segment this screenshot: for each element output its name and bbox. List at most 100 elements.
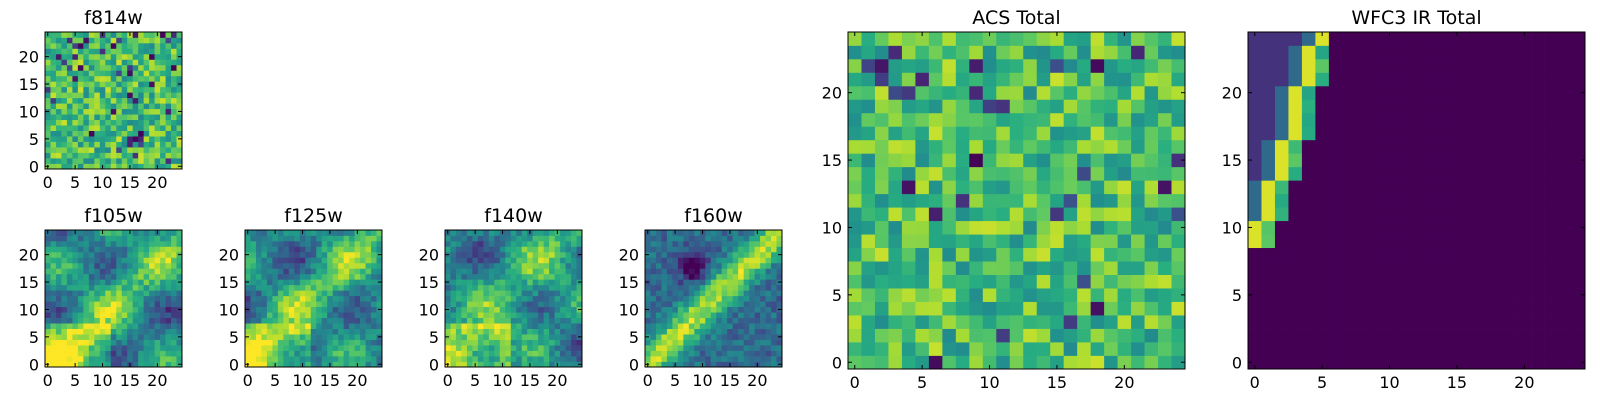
- cell-f105w: [116, 262, 123, 269]
- cell-acs_total: [848, 342, 862, 356]
- cell-wfc3_ir_total: [1490, 342, 1505, 356]
- cell-acs_total: [901, 234, 916, 249]
- cell-f105w: [143, 284, 150, 291]
- cell-f140w: [516, 251, 523, 258]
- cell-f814w: [50, 42, 57, 49]
- cell-wfc3_ir_total: [1342, 193, 1357, 208]
- cell-wfc3_ir_total: [1261, 301, 1276, 316]
- cell-acs_total: [1077, 112, 1091, 127]
- y-tick-label: 10: [19, 102, 39, 121]
- cell-f814w: [83, 37, 90, 44]
- cell-f140w: [445, 268, 451, 275]
- cell-f140w: [488, 350, 495, 357]
- cell-f105w: [149, 345, 155, 351]
- cell-f140w: [455, 312, 462, 319]
- cell-f125w: [310, 334, 317, 340]
- cell-f140w: [499, 323, 506, 329]
- cell-acs_total: [1104, 126, 1118, 141]
- cell-f105w: [110, 356, 117, 362]
- cell-f125w: [266, 273, 273, 280]
- cell-wfc3_ir_total: [1315, 153, 1330, 168]
- cell-f140w: [560, 257, 566, 264]
- cell-f160w: [683, 361, 690, 368]
- cell-f140w: [571, 328, 577, 335]
- cell-f814w: [45, 130, 51, 137]
- cell-acs_total: [1063, 166, 1078, 181]
- cell-f140w: [483, 328, 490, 335]
- cell-f160w: [760, 350, 766, 357]
- cell-acs_total: [928, 247, 943, 262]
- cell-wfc3_ir_total: [1409, 139, 1424, 154]
- cell-f140w: [477, 339, 484, 346]
- cell-f140w: [532, 230, 539, 236]
- cell-acs_total: [969, 261, 984, 275]
- cell-f160w: [765, 268, 772, 275]
- cell-f140w: [466, 339, 473, 346]
- cell-f160w: [688, 235, 695, 242]
- cell-f140w: [505, 257, 512, 264]
- cell-f125w: [316, 356, 323, 362]
- cell-f125w: [283, 334, 290, 340]
- cell-acs_total: [1036, 247, 1051, 262]
- cell-f814w: [127, 97, 134, 104]
- cell-f140w: [466, 317, 473, 324]
- cell-f140w: [565, 356, 572, 362]
- cell-f125w: [371, 290, 377, 297]
- cell-f105w: [88, 356, 95, 362]
- cell-f105w: [143, 279, 150, 286]
- cell-f140w: [554, 268, 561, 275]
- cell-f105w: [176, 323, 183, 329]
- panel-title: f105w: [84, 205, 143, 227]
- cell-f160w: [666, 290, 673, 297]
- cell-f125w: [288, 284, 295, 291]
- cell-f814w: [55, 119, 62, 126]
- cell-f814w: [50, 70, 57, 77]
- cell-f105w: [72, 317, 79, 324]
- cell-f140w: [527, 306, 534, 313]
- cell-acs_total: [969, 315, 984, 329]
- panel-title: ACS Total: [972, 7, 1060, 29]
- cell-acs_total: [928, 207, 943, 222]
- cell-f105w: [72, 262, 79, 269]
- cell-wfc3_ir_total: [1423, 342, 1438, 356]
- cell-f125w: [327, 295, 334, 302]
- cell-f160w: [677, 240, 684, 247]
- cell-f105w: [154, 323, 161, 329]
- cell-wfc3_ir_total: [1315, 355, 1330, 370]
- cell-wfc3_ir_total: [1409, 112, 1424, 127]
- cell-wfc3_ir_total: [1477, 301, 1491, 316]
- cell-f814w: [149, 92, 155, 99]
- cell-f160w: [776, 350, 783, 357]
- cell-wfc3_ir_total: [1436, 274, 1451, 289]
- cell-f105w: [77, 345, 84, 351]
- cell-f814w: [105, 119, 112, 126]
- cell-f125w: [343, 323, 350, 329]
- cell-f125w: [371, 301, 377, 308]
- cell-f160w: [771, 235, 777, 242]
- cell-f160w: [732, 230, 739, 236]
- cell-acs_total: [1023, 85, 1038, 100]
- cell-f814w: [132, 136, 139, 142]
- cell-f105w: [121, 328, 128, 335]
- cell-f105w: [72, 345, 79, 351]
- cell-f160w: [672, 356, 679, 362]
- cell-f814w: [132, 48, 139, 55]
- cell-f814w: [55, 59, 62, 66]
- cell-f105w: [88, 290, 95, 297]
- cell-f160w: [694, 334, 701, 340]
- cell-acs_total: [1171, 247, 1186, 262]
- cell-acs_total: [1090, 207, 1105, 222]
- cell-f105w: [132, 262, 139, 269]
- cell-f160w: [688, 345, 695, 351]
- cell-f140w: [521, 268, 528, 275]
- cell-acs_total: [848, 126, 862, 141]
- cell-acs_total: [1144, 342, 1159, 356]
- cell-f814w: [61, 81, 68, 88]
- cell-f814w: [165, 136, 172, 142]
- cell-f140w: [516, 268, 523, 275]
- cell-f814w: [99, 81, 106, 88]
- cell-f160w: [710, 356, 717, 362]
- cell-wfc3_ir_total: [1504, 274, 1518, 289]
- cell-f140w: [505, 268, 512, 275]
- cell-f125w: [299, 246, 306, 253]
